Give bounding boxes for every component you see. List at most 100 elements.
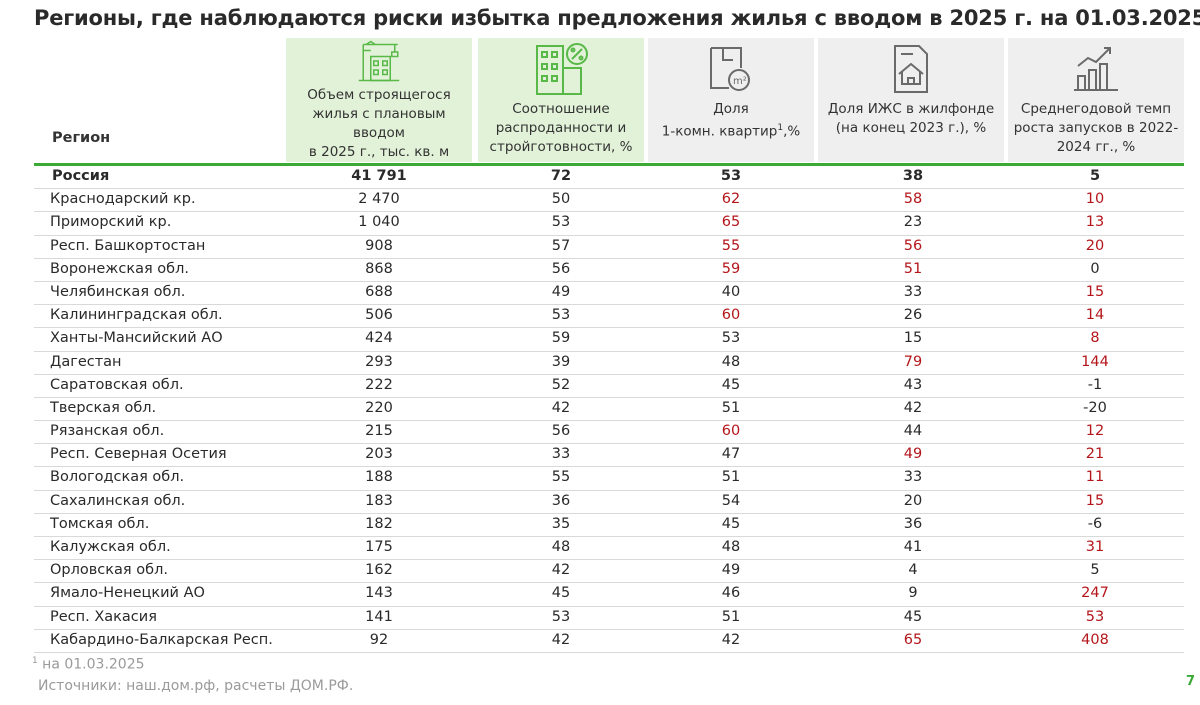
header-col-izhs-label: Доля ИЖС в жилфонде (на конец 2023 г.), … — [827, 101, 995, 136]
cell-region: Респ. Северная Осетия — [50, 446, 227, 463]
cell-volume: 162 — [365, 562, 393, 579]
page-number: 7 — [1186, 674, 1196, 689]
table-row: Кабардино-Балкарская Респ. 92 42 42 65 408 — [34, 630, 1184, 653]
cell-growth: 408 — [1081, 631, 1109, 648]
table-row: Тверская обл. 220 42 51 42 -20 — [34, 398, 1184, 422]
cell-region: Калужская обл. — [50, 539, 171, 555]
cell-growth: 14 — [1085, 307, 1105, 324]
cell-onebed: 51 — [721, 399, 741, 416]
cell-onebed: 49 — [721, 562, 741, 579]
cell-ratio: 56 — [551, 260, 571, 277]
cell-izhs: 4 — [908, 562, 918, 579]
table-body: Россия 41 791 72 53 38 5 Краснодарский кр. 2 47… — [34, 166, 1184, 653]
cell-onebed: 45 — [721, 376, 741, 393]
cell-volume: 143 — [365, 585, 393, 602]
cell-volume: 222 — [365, 376, 393, 393]
cell-onebed: 47 — [721, 446, 741, 463]
cell-izhs: 58 — [903, 191, 923, 208]
cell-izhs: 9 — [908, 585, 918, 602]
cell-onebed: 40 — [721, 283, 741, 300]
cell-region: Кабардино-Балкарская Респ. — [50, 631, 273, 648]
cell-izhs: 36 — [903, 515, 923, 532]
cell-ratio: 53 — [551, 608, 571, 625]
table-row: Орловская обл. 162 42 49 4 5 — [34, 560, 1184, 584]
cell-onebed: 51 — [721, 608, 741, 625]
cell-growth: 12 — [1085, 423, 1105, 440]
cell-volume: 92 — [369, 631, 389, 648]
cell-izhs: 15 — [903, 330, 923, 347]
cell-volume: 2 470 — [358, 191, 400, 208]
cell-ratio: 56 — [551, 423, 571, 440]
cell-izhs: 43 — [903, 376, 923, 393]
table-row: Саратовская обл. 222 52 45 43 -1 — [34, 375, 1184, 398]
footnote: 1 на 01.03.2025 — [32, 656, 145, 673]
cell-region: Томская обл. — [50, 515, 150, 532]
cell-region: Респ. Хакасия — [50, 608, 157, 625]
header-region: Регион — [52, 130, 111, 146]
cell-ratio: 36 — [551, 492, 571, 509]
cell-growth: 247 — [1081, 585, 1109, 602]
building-percent-icon — [536, 43, 588, 95]
cell-growth: 31 — [1085, 539, 1105, 555]
cell-onebed: 46 — [721, 585, 741, 602]
cell-region: Вологодская обл. — [50, 469, 185, 486]
cell-volume: 868 — [365, 260, 393, 277]
table-row: Респ. Северная Осетия 203 33 47 49 21 — [34, 444, 1184, 468]
cell-volume: 506 — [365, 307, 393, 324]
cell-ratio: 35 — [551, 515, 571, 532]
cell-ratio: 48 — [551, 539, 571, 555]
table-row: Рязанская обл. 215 56 60 44 12 — [34, 421, 1184, 445]
cell-izhs: 79 — [903, 353, 923, 370]
cell-region: Орловская обл. — [50, 562, 168, 579]
cell-growth: 15 — [1085, 283, 1105, 300]
cell-ratio: 53 — [551, 214, 571, 231]
cell-growth: 5 — [1089, 168, 1101, 184]
cell-growth: -6 — [1087, 515, 1103, 532]
cell-volume: 188 — [365, 469, 393, 486]
cell-izhs: 45 — [903, 608, 923, 625]
header-col-onebed: m² Доля 1-комн. квартир1,% — [648, 38, 814, 162]
cell-izhs: 49 — [903, 446, 923, 463]
cell-region: Приморский кр. — [50, 214, 172, 231]
cell-region: Ямало-Ненецкий АО — [50, 585, 205, 602]
svg-text:m²: m² — [733, 76, 747, 87]
header-col-growth-label: Среднегодовой темп роста запусков в 2022… — [1013, 101, 1179, 155]
cell-onebed: 60 — [721, 307, 741, 324]
growth-chart-icon — [1074, 47, 1118, 91]
cell-growth: 8 — [1090, 330, 1100, 347]
table-row: Ямало-Ненецкий АО 143 45 46 9 247 — [34, 583, 1184, 607]
cell-growth: 20 — [1085, 237, 1105, 254]
table-row: Вологодская обл. 188 55 51 33 11 — [34, 467, 1184, 491]
cell-growth: -1 — [1087, 376, 1103, 393]
cell-izhs: 26 — [903, 307, 923, 324]
cell-ratio: 72 — [550, 168, 572, 184]
cell-izhs: 51 — [903, 260, 923, 277]
cell-growth: 144 — [1081, 353, 1109, 370]
construction-crane-icon — [358, 40, 400, 82]
table-row: Краснодарский кр. 2 470 50 62 58 10 — [34, 189, 1184, 213]
sources: Источники: наш.дом.рф, расчеты ДОМ.РФ. — [38, 678, 354, 694]
table-row: Ханты-Мансийский АО 424 59 53 15 8 — [34, 328, 1184, 352]
header-col-onebed-label: Доля 1-комн. квартир1,% — [661, 101, 801, 140]
header-divider — [34, 163, 1184, 166]
table-row: Респ. Хакасия 141 53 51 45 53 — [34, 607, 1184, 630]
cell-ratio: 55 — [551, 469, 571, 486]
cell-ratio: 57 — [551, 237, 571, 254]
house-document-icon — [894, 45, 928, 93]
cell-onebed: 54 — [721, 492, 741, 509]
cell-onebed: 65 — [721, 214, 741, 231]
cell-onebed: 42 — [721, 631, 741, 648]
cell-region: Тверская обл. — [50, 399, 157, 416]
cell-volume: 908 — [365, 237, 393, 254]
cell-onebed: 53 — [720, 168, 742, 184]
cell-volume: 293 — [365, 353, 393, 370]
cell-onebed: 48 — [721, 353, 741, 370]
cell-volume: 1 040 — [358, 214, 400, 231]
cell-volume: 141 — [365, 608, 393, 625]
header-col-izhs: Доля ИЖС в жилфонде (на конец 2023 г.), … — [818, 38, 1004, 162]
table-header: Регион Объем строящегося жилья с плановы… — [0, 38, 1200, 162]
cell-growth: 0 — [1090, 260, 1100, 277]
cell-ratio: 49 — [551, 283, 571, 300]
cell-region: Сахалинская обл. — [50, 492, 186, 509]
cell-region: Челябинская обл. — [50, 283, 186, 300]
